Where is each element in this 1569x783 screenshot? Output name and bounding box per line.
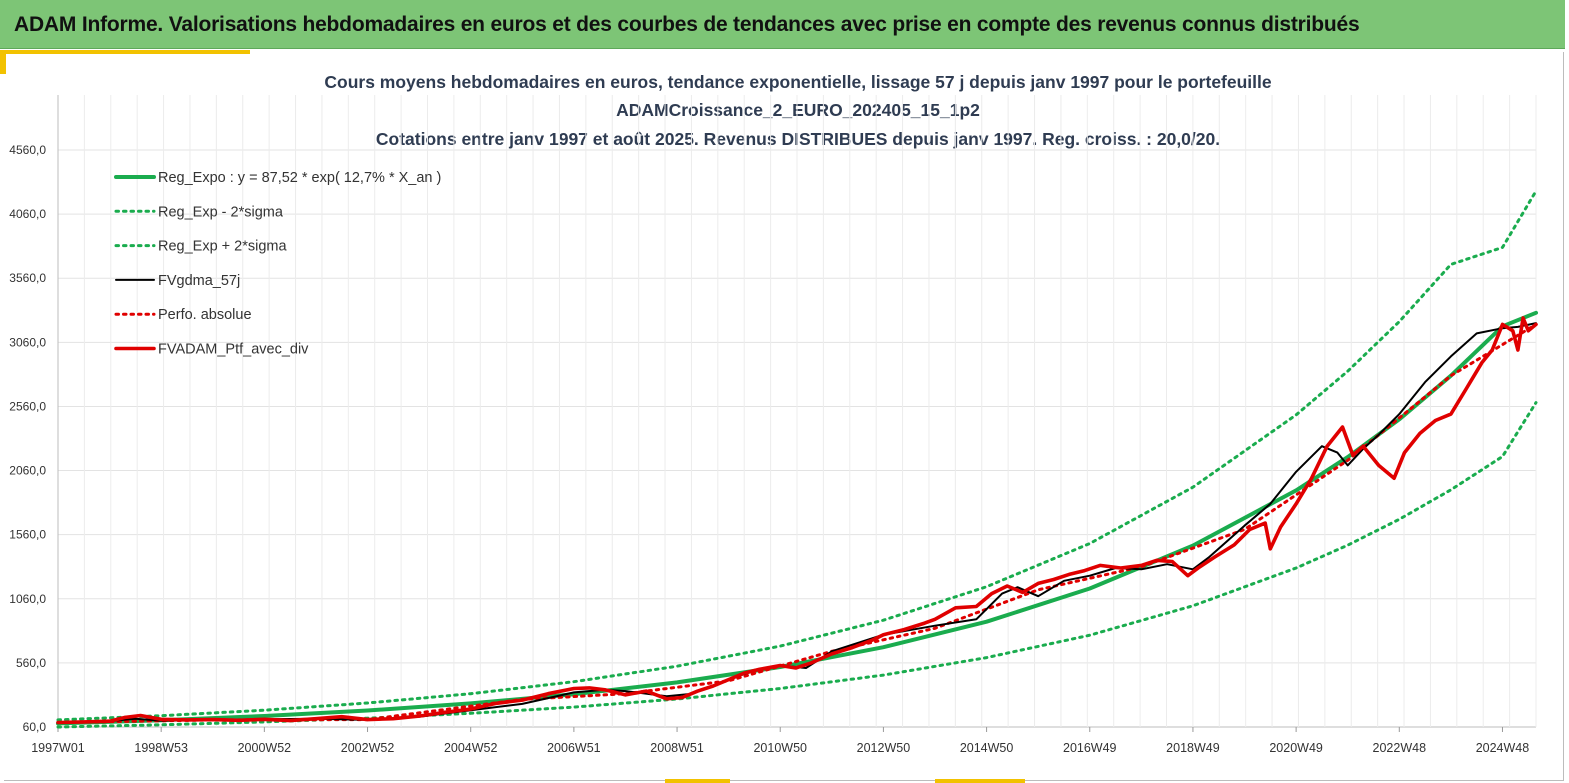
accent-bar-bottom	[935, 779, 1025, 783]
x-tick-label: 1998W53	[134, 741, 188, 755]
y-tick-label: 1060,0	[9, 592, 46, 606]
x-tick-label: 2010W50	[753, 741, 807, 755]
legend-label: Reg_Exp - 2*sigma	[158, 204, 284, 220]
accent-bar-bottom	[665, 779, 730, 783]
chart-series	[56, 189, 1538, 729]
x-tick-label: 2008W51	[650, 741, 704, 755]
accent-bar-left	[0, 50, 6, 74]
x-tick-label: 1997W01	[31, 741, 85, 755]
x-tick-label: 2014W50	[960, 741, 1014, 755]
legend-label: Reg_Exp + 2*sigma	[158, 239, 287, 255]
x-tick-label: 2006W51	[547, 741, 601, 755]
x-tick-label: 2002W52	[341, 741, 395, 755]
y-tick-label: 2560,0	[9, 399, 46, 413]
series-line-5	[56, 316, 1538, 725]
x-tick-label: 2016W49	[1063, 741, 1117, 755]
y-tick-label: 4560,0	[9, 143, 46, 157]
y-tick-label: 1560,0	[9, 528, 46, 542]
x-tick-label: 2020W49	[1269, 741, 1323, 755]
chart-grid	[57, 95, 1537, 728]
legend-label: FVADAM_Ptf_avec_div	[158, 342, 309, 358]
chart-frame	[4, 52, 1564, 781]
header-banner: ADAM Informe. Valorisations hebdomadaire…	[0, 0, 1565, 49]
y-tick-label: 560,0	[16, 656, 46, 670]
x-tick-label: 2012W50	[857, 741, 911, 755]
y-tick-label: 60,0	[23, 720, 47, 734]
x-tick-label: 2004W52	[444, 741, 498, 755]
x-tick-label: 2018W49	[1166, 741, 1220, 755]
chart-title-line-1: Cours moyens hebdomadaires en euros, ten…	[324, 72, 1272, 92]
y-tick-label: 3060,0	[9, 335, 46, 349]
x-tick-label: 2000W52	[238, 741, 292, 755]
x-tick-label: 2022W48	[1373, 741, 1427, 755]
series-line-2	[56, 189, 1538, 722]
legend-label: FVgdma_57j	[158, 273, 240, 289]
legend-label: Perfo. absolue	[158, 307, 252, 323]
accent-bar-top	[0, 50, 250, 54]
y-tick-label: 4060,0	[9, 207, 46, 221]
y-axis-ticks: 60,0 560,0 1060,0 1560,0 2060,0 2560,0 3060,0 3…	[9, 143, 46, 734]
chart-title-line-3: Cotations entre janv 1997 et août 2025. …	[375, 129, 1221, 149]
series-line-4	[56, 322, 1538, 724]
page-title: ADAM Informe. Valorisations hebdomadaire…	[14, 13, 1360, 36]
chart-legend: Reg_Expo : y = 87,52 * exp( 12,7% * X_an…	[114, 170, 441, 358]
x-tick-label: 2024W48	[1476, 741, 1530, 755]
x-axis-ticks: 1997W01 1998W53 2000W52 2002W52 2004W52 2006W…	[31, 727, 1529, 755]
y-tick-label: 2060,0	[9, 464, 46, 478]
legend-label: Reg_Expo : y = 87,52 * exp( 12,7% * X_an…	[158, 170, 441, 186]
chart-title-line-2: ADAMCroissance_2_EURO_202405_15_1p2	[616, 100, 980, 120]
y-tick-label: 3560,0	[9, 271, 46, 285]
